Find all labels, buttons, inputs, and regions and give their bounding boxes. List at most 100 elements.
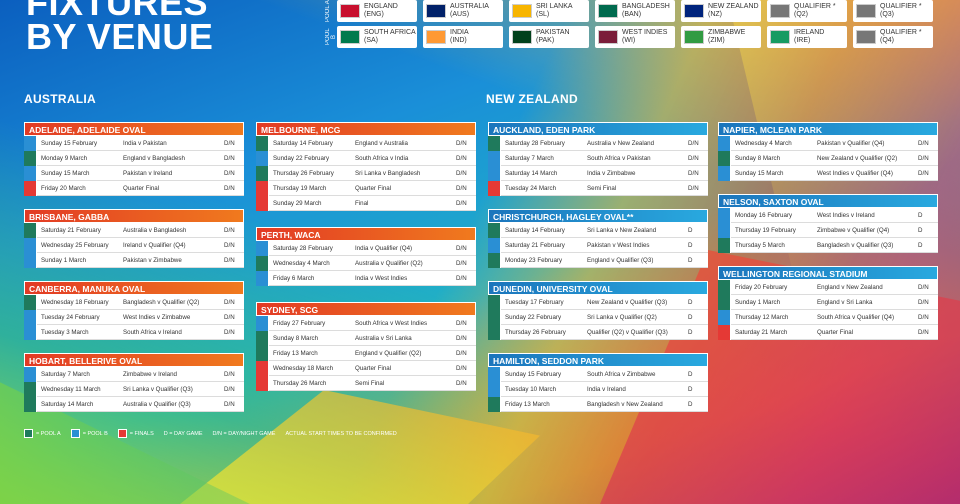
- venue-table: BRISBANE, GABBA Saturday 21 February Austr…: [24, 209, 244, 268]
- fixture-match: Australia v Qualifier (Q3): [123, 400, 191, 408]
- pool-color-swatch: [488, 294, 501, 310]
- fixture-game-type: D/N: [224, 256, 235, 264]
- fixture-match: Pakistan v Zimbabwe: [123, 256, 182, 264]
- page-title-line2: BY VENUE: [26, 16, 214, 57]
- fixture-row: Wednesday 11 March Sri Lanka v Qualifier …: [24, 381, 244, 397]
- venue-name: HAMILTON, SEDDON PARK: [488, 353, 708, 367]
- fixture-game-type: D/N: [224, 400, 235, 408]
- australia-flag-icon: [426, 4, 446, 18]
- team-name-line1: PAKISTAN: [536, 29, 570, 36]
- fixture-date: Saturday 21 March: [735, 328, 788, 336]
- team-name: NEW ZEALAND (NZ): [708, 3, 759, 19]
- legend-finals-swatch: [117, 429, 127, 438]
- fixture-game-type: D/N: [918, 298, 929, 306]
- fixture-game-type: D/N: [456, 334, 467, 342]
- fixture-match: New Zealand v Qualifier (Q3): [587, 298, 668, 306]
- team-name-line1: IRELAND: [794, 29, 825, 36]
- fixture-game-type: D: [688, 400, 693, 408]
- fixture-row: Saturday 28 February Australia v New Zeal…: [488, 135, 708, 151]
- fixture-date: Sunday 22 February: [273, 154, 330, 162]
- venue-name: WELLINGTON REGIONAL STADIUM: [718, 266, 938, 280]
- fixture-row: Wednesday 18 March Quarter Final D/N: [256, 360, 476, 376]
- venue-name: CANBERRA, MANUKA OVAL: [24, 281, 244, 295]
- pool-color-swatch: [256, 270, 269, 286]
- pool-color-swatch: [488, 366, 501, 382]
- page-title-line1: FIXTURES: [26, 0, 209, 23]
- new-zealand-flag-icon: [684, 4, 704, 18]
- team-name: SOUTH AFRICA (SA): [364, 29, 416, 45]
- fixture-row: Thursday 19 February Zimbabwe v Qualifier…: [718, 222, 938, 238]
- fixture-date: Monday 16 February: [735, 211, 793, 219]
- fixture-game-type: D/N: [918, 154, 929, 162]
- fixture-date: Saturday 14 February: [273, 139, 333, 147]
- fixture-date: Friday 27 February: [273, 319, 326, 327]
- team-name: QUALIFIER * (Q3): [880, 3, 922, 19]
- fixture-date: Wednesday 18 February: [41, 298, 109, 306]
- fixture-row: Wednesday 4 March Pakistan v Qualifier (Q…: [718, 135, 938, 151]
- pool-color-swatch: [24, 237, 37, 253]
- fixture-game-type: D/N: [224, 184, 235, 192]
- team-name-line1: NEW ZEALAND: [708, 3, 759, 10]
- fixture-row: Saturday 7 March Zimbabwe v Ireland D/N: [24, 366, 244, 382]
- pool-color-swatch: [256, 255, 269, 271]
- venue-table: NAPIER, MCLEAN PARK Wednesday 4 March Paki…: [718, 122, 938, 181]
- pool-color-swatch: [256, 315, 269, 331]
- fixture-game-type: D: [688, 385, 693, 393]
- fixture-match: Pakistan v Qualifier (Q4): [817, 139, 885, 147]
- legend-finals-label: = FINALS: [129, 430, 154, 437]
- fixture-game-type: D/N: [456, 199, 467, 207]
- fixture-game-type: D/N: [224, 298, 235, 306]
- fixture-match: West Indies v Ireland: [817, 211, 875, 219]
- fixture-game-type: D: [918, 226, 923, 234]
- fixture-date: Thursday 12 March: [735, 313, 789, 321]
- pool-color-swatch: [256, 330, 269, 346]
- venue-name: DUNEDIN, UNIVERSITY OVAL: [488, 281, 708, 295]
- venue-name: SYDNEY, SCG: [256, 302, 476, 316]
- pool-color-swatch: [24, 180, 37, 196]
- legend-pool-b-swatch: [70, 429, 80, 438]
- fixture-row: Sunday 22 February South Africa v India D/…: [256, 150, 476, 166]
- fixture-date: Saturday 28 February: [505, 139, 565, 147]
- fixture-row: Sunday 8 March New Zealand v Qualifier (Q…: [718, 150, 938, 166]
- fixture-match: Final: [355, 199, 369, 207]
- fixture-date: Friday 13 March: [505, 400, 550, 408]
- pool-color-swatch: [718, 222, 731, 238]
- fixture-match: Bangladesh v New Zealand: [587, 400, 663, 408]
- zimbabwe-flag-icon: [684, 30, 704, 44]
- fixture-game-type: D: [688, 313, 693, 321]
- pool-color-swatch: [488, 396, 501, 412]
- team-name: SRI LANKA (SL): [536, 3, 573, 19]
- page-title: FIXTURES BY VENUE: [26, 0, 214, 57]
- fixture-game-type: D/N: [918, 328, 929, 336]
- pool-color-swatch: [24, 222, 37, 238]
- qualifier-shield-icon: [856, 30, 876, 44]
- team-code: (ZIM): [708, 37, 725, 44]
- venue-table: HOBART, BELLERIVE OVAL Saturday 7 March Zi…: [24, 353, 244, 412]
- fixture-date: Tuesday 17 February: [505, 298, 564, 306]
- venue-table: PERTH, WACA Saturday 28 February India v Q…: [256, 227, 476, 286]
- fixture-match: Semi Final: [587, 184, 617, 192]
- fixture-game-type: D/N: [688, 139, 699, 147]
- fixture-date: Thursday 19 March: [273, 184, 327, 192]
- team-name-line1: ENGLAND: [364, 3, 398, 10]
- fixture-row: Wednesday 4 March Australia v Qualifier (…: [256, 255, 476, 271]
- fixture-match: Bangladesh v Qualifier (Q2): [123, 298, 200, 306]
- legend-pool-a-swatch: [24, 429, 33, 438]
- fixture-match: Qualifier (Q2) v Qualifier (Q3): [587, 328, 668, 336]
- fixture-match: Bangladesh v Qualifier (Q3): [817, 241, 894, 249]
- fixture-date: Thursday 26 March: [273, 379, 327, 387]
- team-box: PAKISTAN (PAK): [509, 26, 589, 48]
- team-name: WEST INDIES (WI): [622, 29, 667, 45]
- venue-table: HAMILTON, SEDDON PARK Sunday 15 February S…: [488, 353, 708, 412]
- fixture-game-type: D/N: [456, 244, 467, 252]
- fixture-date: Saturday 28 February: [273, 244, 333, 252]
- fixture-match: England v Qualifier (Q2): [355, 349, 422, 357]
- team-name: QUALIFIER * (Q4): [880, 29, 922, 45]
- pool-color-swatch: [24, 165, 37, 181]
- team-code: (IND): [450, 37, 467, 44]
- fixture-date: Sunday 15 February: [41, 139, 98, 147]
- fixture-match: Sri Lanka v New Zealand: [587, 226, 657, 234]
- fixture-date: Monday 9 March: [41, 154, 88, 162]
- pool-color-swatch: [24, 252, 37, 268]
- fixture-row: Saturday 7 March South Africa v Pakistan D…: [488, 150, 708, 166]
